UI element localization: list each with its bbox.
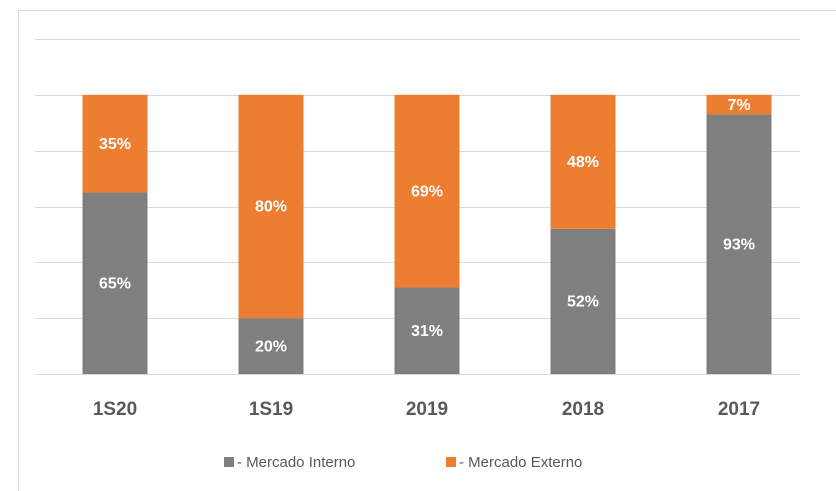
- x-tick-label: 2019: [406, 399, 448, 420]
- data-label: 35%: [99, 136, 131, 153]
- legend-swatch: [224, 457, 234, 467]
- bar-segment: [238, 318, 304, 374]
- bar-segment: [550, 94, 616, 229]
- x-tick-label: 2018: [562, 399, 604, 420]
- bar-segment: [82, 94, 148, 193]
- bar-segment: [238, 94, 304, 319]
- data-label: 80%: [255, 199, 287, 216]
- data-label: 20%: [255, 338, 287, 355]
- data-label: 52%: [567, 294, 599, 311]
- bar-segment: [394, 287, 460, 374]
- data-label: 7%: [727, 97, 750, 114]
- data-label: 93%: [723, 236, 755, 253]
- legend-label: - Mercado Externo: [459, 454, 582, 471]
- bar-segment: [82, 192, 148, 374]
- bar-segment: [706, 114, 772, 374]
- data-label: 48%: [567, 154, 599, 171]
- bar-segment: [550, 228, 616, 374]
- data-label: 31%: [411, 323, 443, 340]
- data-label: 65%: [99, 275, 131, 292]
- x-tick-label: 1S19: [249, 399, 293, 420]
- x-tick-label: 1S20: [93, 399, 137, 420]
- legend-label: - Mercado Interno: [237, 454, 355, 471]
- bar-segment: [706, 94, 772, 115]
- x-tick-label: 2017: [718, 399, 760, 420]
- legend-swatch: [446, 457, 456, 467]
- data-label: 69%: [411, 183, 443, 200]
- bar-segment: [394, 94, 460, 288]
